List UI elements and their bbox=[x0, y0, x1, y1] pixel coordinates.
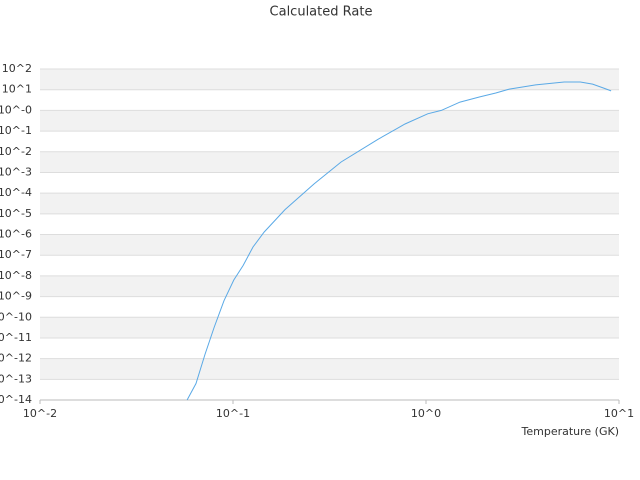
y-tick-label: 10^-8 bbox=[0, 269, 32, 282]
x-tick-label: 10^1 bbox=[604, 407, 634, 420]
data-line bbox=[186, 81, 612, 401]
x-tick-label: 10^0 bbox=[411, 407, 441, 420]
x-axis-label: Temperature (GK) bbox=[521, 425, 620, 438]
y-tick-label: 10^-1 bbox=[0, 124, 32, 137]
grid-band bbox=[40, 358, 619, 380]
y-tick-label: 10^-14 bbox=[0, 393, 32, 406]
y-tick-label: 10^-13 bbox=[0, 372, 32, 385]
y-tick-label: 10^-12 bbox=[0, 352, 32, 365]
y-tick-label: 10^-4 bbox=[0, 186, 32, 199]
y-tick-label: 10^1 bbox=[2, 83, 32, 96]
grid-band bbox=[40, 193, 619, 214]
grid-band bbox=[40, 151, 619, 173]
y-tick-label: 10^-5 bbox=[0, 207, 32, 220]
chart-title: Calculated Rate bbox=[270, 5, 373, 20]
y-tick-label: 10^-11 bbox=[0, 331, 32, 344]
grid-band bbox=[40, 69, 619, 90]
y-tick-label: 10^-6 bbox=[0, 228, 32, 241]
grid-band bbox=[40, 234, 619, 256]
y-tick-label: 10^-0 bbox=[0, 103, 32, 116]
grid-band bbox=[40, 110, 619, 132]
x-tick-label: 10^-1 bbox=[216, 407, 250, 420]
y-tick-label: 10^2 bbox=[2, 62, 32, 75]
y-tick-label: 10^-10 bbox=[0, 310, 32, 323]
y-tick-label: 10^-9 bbox=[0, 290, 32, 303]
y-tick-label: 10^-3 bbox=[0, 165, 32, 178]
grid-band bbox=[40, 317, 619, 338]
x-tick-label: 10^-2 bbox=[23, 407, 57, 420]
grid-band bbox=[40, 275, 619, 297]
y-tick-label: 10^-2 bbox=[0, 145, 32, 158]
y-tick-label: 10^-7 bbox=[0, 248, 32, 261]
